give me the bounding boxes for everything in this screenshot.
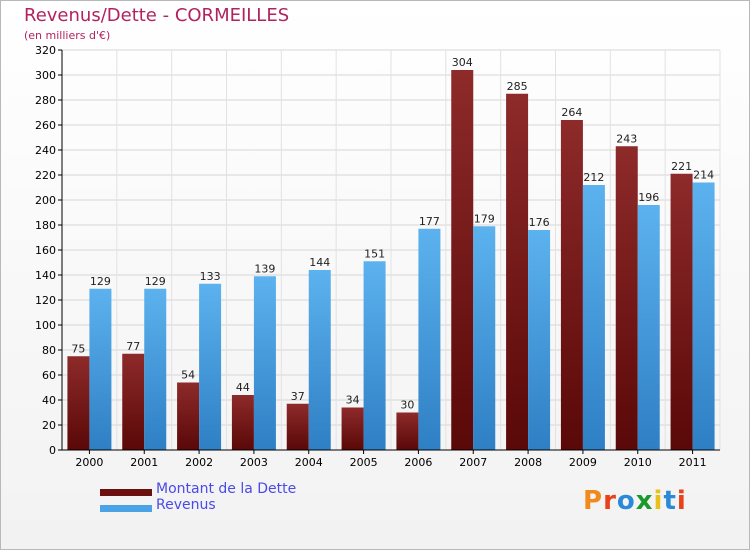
value-label-revenue: 139 [254, 262, 275, 275]
value-label-debt: 285 [507, 80, 528, 93]
bar-debt [451, 70, 474, 450]
grid [61, 49, 721, 451]
bar-debt [122, 353, 145, 450]
bar-revenue [473, 226, 496, 450]
bar-debt [286, 403, 309, 450]
value-label-revenue: 196 [638, 191, 659, 204]
value-label-debt: 34 [346, 394, 360, 407]
value-label-debt: 221 [671, 160, 692, 173]
bar-revenue [199, 283, 222, 450]
y-tick-label: 60 [42, 369, 56, 382]
value-label-revenue: 129 [90, 275, 111, 288]
legend-label-debt: Montant de la Dette [156, 481, 297, 497]
logo-letter: x [635, 486, 654, 516]
y-tick-label: 200 [35, 194, 56, 207]
legend-swatch-revenue [100, 505, 152, 512]
value-label-debt: 77 [126, 340, 140, 353]
y-tick-label: 120 [35, 294, 56, 307]
y-tick-label: 20 [42, 419, 56, 432]
bar-revenue [308, 270, 331, 450]
bar-revenue [89, 288, 112, 450]
value-label-revenue: 214 [693, 169, 714, 182]
logo-letter: t [663, 486, 677, 516]
value-label-debt: 304 [452, 56, 473, 69]
value-label-revenue: 151 [364, 247, 385, 260]
x-tick-label: 2011 [679, 456, 707, 469]
value-label-revenue: 179 [474, 212, 495, 225]
y-tick-label: 320 [35, 44, 56, 57]
value-label-debt: 75 [71, 342, 85, 355]
bar-revenue [582, 185, 605, 450]
y-tick-label: 300 [35, 69, 56, 82]
bar-revenue [363, 261, 386, 450]
value-label-revenue: 144 [309, 256, 330, 269]
value-label-revenue: 176 [529, 216, 550, 229]
value-label-debt: 37 [291, 390, 305, 403]
bar-debt [67, 356, 90, 450]
value-labels: 75 129 77 129 54 133 44 139 37 144 34 151 30 177 304 17… [71, 56, 714, 412]
bar-debt [177, 382, 200, 450]
bar-debt [670, 173, 693, 450]
x-tick-label: 2003 [240, 456, 268, 469]
y-tick-label: 160 [35, 244, 56, 257]
bar-debt [341, 407, 364, 450]
y-tick-label: 80 [42, 344, 56, 357]
x-tick-label: 2001 [130, 456, 158, 469]
value-label-debt: 54 [181, 369, 195, 382]
proxiti-logo: Proxiti [583, 486, 687, 516]
logo-letter: i [653, 486, 664, 516]
bar-revenue [253, 276, 276, 450]
y-tick-label: 100 [35, 319, 56, 332]
y-tick-label: 140 [35, 269, 56, 282]
value-label-debt: 264 [561, 106, 582, 119]
axes: 0 20 40 60 80 100 120 140 160 180 200 220 240 260 280 3… [35, 44, 720, 469]
x-tick-label: 2000 [75, 456, 103, 469]
x-tick-label: 2009 [569, 456, 597, 469]
value-label-debt: 30 [400, 399, 414, 412]
logo-letter: r [603, 486, 617, 516]
x-tick-label: 2010 [624, 456, 652, 469]
value-label-revenue: 212 [583, 171, 604, 184]
chart-title: Revenus/Dette - CORMEILLES [24, 5, 290, 26]
y-tick-label: 280 [35, 94, 56, 107]
value-label-debt: 243 [616, 132, 637, 145]
value-label-revenue: 133 [200, 270, 221, 283]
bars [67, 70, 715, 450]
bar-debt [560, 120, 583, 450]
value-label-revenue: 177 [419, 215, 440, 228]
y-tick-label: 220 [35, 169, 56, 182]
bar-debt [615, 146, 638, 450]
bar-revenue [528, 230, 551, 450]
y-tick-label: 240 [35, 144, 56, 157]
bar-revenue [637, 205, 660, 450]
x-tick-label: 2007 [459, 456, 487, 469]
bar-revenue [418, 228, 441, 450]
x-tick-label: 2006 [404, 456, 432, 469]
legend-swatch-debt [100, 489, 152, 496]
y-tick-label: 0 [49, 444, 56, 457]
logo-letter: P [583, 486, 604, 516]
bar-debt [396, 412, 419, 450]
x-tick-label: 2005 [350, 456, 378, 469]
legend-label-revenue: Revenus [156, 497, 216, 513]
bar-revenue [144, 288, 167, 450]
logo-letter: o [616, 486, 636, 516]
chart-subtitle: (en milliers d'€) [24, 29, 111, 42]
y-tick-label: 180 [35, 219, 56, 232]
bar-debt [231, 395, 254, 450]
bar-revenue [692, 182, 715, 450]
y-tick-label: 40 [42, 394, 56, 407]
value-label-debt: 44 [236, 381, 250, 394]
bar-debt [506, 93, 529, 450]
x-tick-label: 2008 [514, 456, 542, 469]
x-tick-label: 2002 [185, 456, 213, 469]
value-label-revenue: 129 [145, 275, 166, 288]
x-tick-label: 2004 [295, 456, 323, 469]
y-tick-label: 260 [35, 119, 56, 132]
logo-letter: i [676, 486, 687, 516]
